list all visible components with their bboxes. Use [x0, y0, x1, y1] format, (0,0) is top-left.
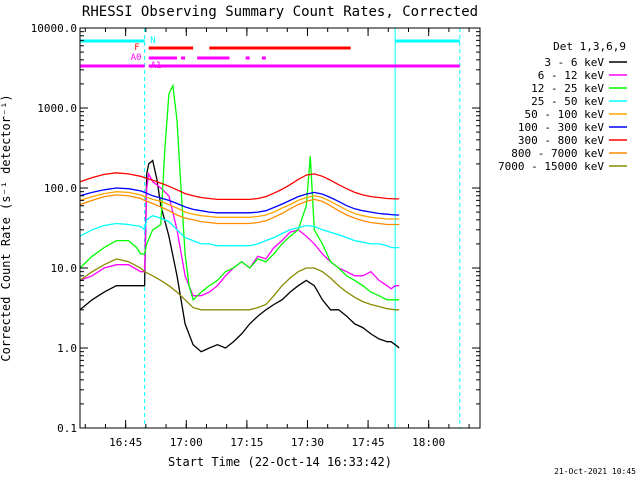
legend-label: 100 - 300 keV: [518, 121, 604, 134]
series-line: [79, 159, 400, 353]
y-tick-label: 100.0: [44, 182, 77, 195]
x-axis: 16:45 17:00 17:15 17:30 17:45 18:00: [84, 28, 470, 449]
x-tick-label: 17:30: [291, 436, 324, 449]
series-line: [79, 172, 400, 201]
series-line: [79, 83, 400, 302]
chart-title: RHESSI Observing Summary Count Rates, Co…: [82, 4, 478, 20]
y-tick-label: 0.1: [57, 422, 77, 435]
x-axis-label: Start Time (22-Oct-14 16:33:42): [168, 455, 392, 469]
legend-label: 12 - 25 keV: [531, 82, 604, 95]
series-line: [79, 194, 400, 226]
legend-label: 25 - 50 keV: [531, 95, 604, 108]
plot-frame: [79, 27, 481, 429]
x-tick-label: 17:45: [352, 436, 385, 449]
timestamp-stamp: 21-Oct-2021 10:45: [554, 467, 636, 476]
legend-label: 7000 - 15000 keV: [498, 160, 604, 173]
series-line: [79, 191, 400, 220]
plot-area: N FA0 A1: [79, 28, 461, 428]
legend-label: 800 - 7000 keV: [511, 147, 604, 160]
flag-label: N: [150, 36, 155, 46]
flag-label: F: [134, 43, 139, 53]
y-tick-label: 10.0: [51, 262, 78, 275]
legend-label: 300 - 800 keV: [518, 134, 604, 147]
x-tick-label: 16:45: [109, 436, 142, 449]
series-line: [79, 214, 400, 249]
series-line: [79, 258, 400, 311]
y-tick-label: 1000.0: [37, 102, 77, 115]
series-line: [79, 187, 400, 216]
x-tick-label: 18:00: [412, 436, 445, 449]
legend-label: 50 - 100 keV: [525, 108, 605, 121]
legend-label: 6 - 12 keV: [538, 69, 605, 82]
x-tick-label: 17:00: [170, 436, 203, 449]
y-axis-label: Corrected Count Rate (s⁻¹ detector⁻¹): [0, 94, 13, 361]
legend-title: Det 1,3,6,9: [553, 40, 626, 53]
y-axis: 0.1 1.0 10.0 100.0 1000.0 10000.0: [31, 22, 480, 435]
flag-label: A0: [131, 53, 142, 63]
y-tick-label: 1.0: [57, 342, 77, 355]
legend-label: 3 - 6 keV: [544, 56, 604, 69]
x-tick-label: 17:15: [230, 436, 263, 449]
flag-label: A1: [151, 61, 162, 71]
y-tick-label: 10000.0: [31, 22, 77, 35]
